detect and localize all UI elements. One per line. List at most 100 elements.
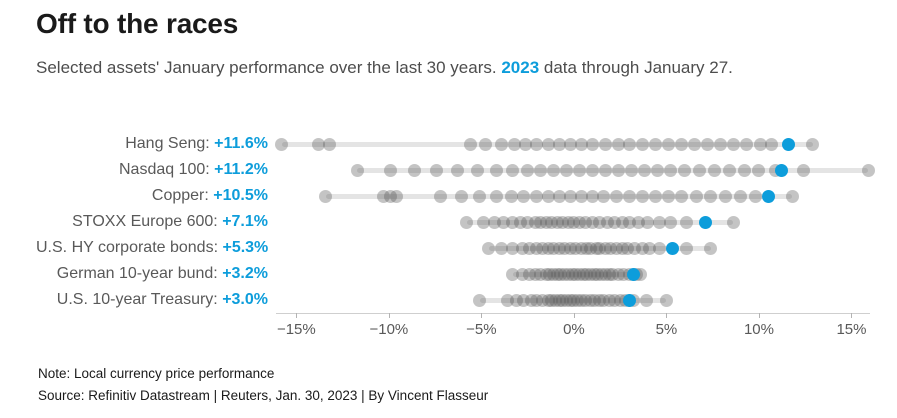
data-dot xyxy=(541,189,555,203)
data-dot xyxy=(663,163,677,177)
data-dot xyxy=(552,293,566,307)
data-dot xyxy=(615,215,629,229)
data-dot xyxy=(598,241,612,255)
data-dot xyxy=(574,293,588,307)
axis-tick-mark xyxy=(758,313,760,318)
data-dot xyxy=(506,267,520,281)
data-dot xyxy=(733,189,747,203)
data-dot xyxy=(574,137,588,151)
asset-2023-value: +10.5% xyxy=(213,187,268,204)
data-dot xyxy=(563,137,577,151)
data-dot xyxy=(550,267,564,281)
row-track xyxy=(276,235,870,261)
data-dot xyxy=(641,215,655,229)
data-dot xyxy=(430,163,444,177)
chart-title: Off to the races xyxy=(36,8,239,39)
data-dot xyxy=(530,189,544,203)
axis-tick-label: 10% xyxy=(743,321,774,338)
data-dot xyxy=(476,215,490,229)
axis-tick-mark xyxy=(851,313,853,318)
asset-2023-value: +5.3% xyxy=(222,239,269,256)
data-dot xyxy=(572,267,586,281)
x-axis-track: −15% −10% −5% 0% 5% 10% 15% xyxy=(276,313,870,347)
data-dot xyxy=(674,137,688,151)
data-dot xyxy=(547,267,561,281)
row-label: Copper: +10.5% xyxy=(36,187,276,205)
data-dot xyxy=(639,293,653,307)
data-dot xyxy=(622,189,636,203)
data-dot xyxy=(604,241,618,255)
data-dot xyxy=(595,267,609,281)
data-dot xyxy=(554,267,568,281)
axis-tick-mark xyxy=(481,313,483,318)
data-dot xyxy=(275,137,289,151)
axis-tick-mark xyxy=(573,313,575,318)
asset-2023-value: +7.1% xyxy=(222,213,268,230)
x-axis: −15% −10% −5% 0% 5% 10% 15% xyxy=(36,313,870,347)
data-dot xyxy=(574,189,588,203)
x-axis-line xyxy=(276,313,870,314)
data-dot xyxy=(521,163,535,177)
data-dot xyxy=(534,215,548,229)
data-dot xyxy=(650,163,664,177)
axis-tick-mark xyxy=(666,313,668,318)
row-range-band xyxy=(325,193,793,199)
subtitle-text-lead: Selected assets' January performance ove… xyxy=(36,58,502,77)
chart-row: U.S. HY corporate bonds: +5.3% xyxy=(36,235,870,261)
asset-2023-value: +11.2% xyxy=(214,161,268,178)
data-dot xyxy=(611,163,625,177)
data-dot xyxy=(628,241,642,255)
row-range-band xyxy=(479,297,667,303)
data-dot xyxy=(528,267,542,281)
chart-row: Copper: +10.5% xyxy=(36,183,870,209)
row-track xyxy=(276,287,870,313)
data-dot xyxy=(602,293,616,307)
data-dot xyxy=(569,267,583,281)
data-dot xyxy=(578,215,592,229)
data-dot xyxy=(389,189,403,203)
data-dot xyxy=(584,293,598,307)
data-dot xyxy=(569,241,583,255)
data-dot xyxy=(584,267,598,281)
data-dot xyxy=(572,215,586,229)
data-dot xyxy=(552,137,566,151)
data-dot xyxy=(578,293,592,307)
row-track xyxy=(276,183,870,209)
data-dot xyxy=(454,189,468,203)
highlight-dot-2023 xyxy=(698,215,712,229)
data-dot xyxy=(567,293,581,307)
data-dot xyxy=(704,241,718,255)
data-dot xyxy=(543,267,557,281)
data-dot xyxy=(622,137,636,151)
data-dot xyxy=(652,215,666,229)
highlight-dot-2023 xyxy=(622,293,636,307)
data-dot xyxy=(563,241,577,255)
data-dot xyxy=(674,189,688,203)
data-dot xyxy=(515,267,529,281)
data-dot xyxy=(580,241,594,255)
data-dot xyxy=(541,137,555,151)
row-label: U.S. 10-year Treasury: +3.0% xyxy=(36,291,276,309)
data-dot xyxy=(350,163,364,177)
data-dot xyxy=(560,163,574,177)
plot-rows: Hang Seng: +11.6% Nasdaq 100: +11.2% Coppe… xyxy=(36,131,875,313)
data-dot xyxy=(748,189,762,203)
data-dot xyxy=(589,241,603,255)
data-dot xyxy=(593,241,607,255)
data-dot xyxy=(609,241,623,255)
data-dot xyxy=(722,163,736,177)
data-dot xyxy=(785,189,799,203)
asset-name: Copper: xyxy=(151,187,214,204)
data-dot xyxy=(593,293,607,307)
highlight-dot-2023 xyxy=(774,163,788,177)
row-range-band xyxy=(466,219,734,225)
data-dot xyxy=(535,241,549,255)
asset-2023-value: +3.0% xyxy=(222,291,268,308)
data-dot xyxy=(680,215,694,229)
data-dot xyxy=(473,189,487,203)
data-dot xyxy=(765,137,779,151)
data-dot xyxy=(680,241,694,255)
data-dot xyxy=(558,267,572,281)
data-dot xyxy=(567,215,581,229)
